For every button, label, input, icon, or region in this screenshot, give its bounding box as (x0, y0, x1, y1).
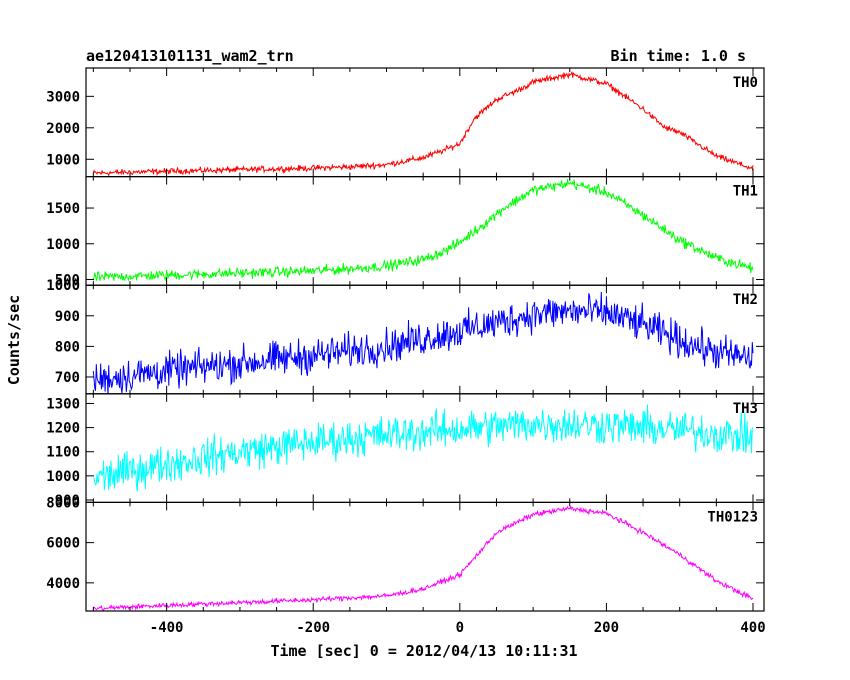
y-tick-label: 2000 (46, 121, 80, 137)
y-tick-label: 1300 (46, 396, 80, 412)
x-tick-label: 200 (594, 620, 619, 636)
panel-label: TH1 (733, 184, 758, 200)
series-line-th1 (92, 178, 754, 282)
y-axis-label: Counts/sec (5, 295, 23, 385)
x-axis-label: Time [sec] 0 = 2012/04/13 10:11:31 (270, 642, 577, 660)
panel-label: TH0123 (707, 509, 758, 525)
y-tick-label: 700 (55, 370, 80, 386)
y-tick-label: 8000 (46, 495, 80, 511)
y-tick-label: 500 (55, 272, 80, 288)
x-tick-label: -200 (296, 620, 330, 636)
y-tick-label: 900 (55, 493, 80, 509)
x-tick-label: -400 (150, 620, 184, 636)
series-line-th0123 (92, 505, 754, 611)
y-tick-label: 1200 (46, 421, 80, 437)
chart-title: ae120413101131_wam2_trn (86, 47, 294, 65)
y-tick-label: 1000 (46, 152, 80, 168)
x-tick-label: 0 (456, 620, 464, 636)
panel-th1: 500 1000 1500 TH1 (46, 176, 765, 288)
series-line-th0 (92, 71, 754, 177)
y-tick-label: 1000 (46, 469, 80, 485)
y-tick-label: 1000 (46, 237, 80, 253)
panel-th0: 1000 2000 3000 TH0 (46, 67, 765, 178)
y-tick-label: 6000 (46, 536, 80, 552)
y-tick-label: 800 (55, 339, 80, 355)
series-line-th3 (92, 404, 754, 492)
y-tick-label: 4000 (46, 576, 80, 592)
panel-label: TH0 (733, 75, 758, 91)
y-tick-label: 1100 (46, 445, 80, 461)
panel-frame (85, 393, 765, 503)
panel-th2: 700 800 900 1000 TH2 (46, 278, 765, 395)
panel-label: TH3 (733, 401, 758, 417)
y-tick-label: 900 (55, 309, 80, 325)
panel-frame (85, 67, 765, 178)
y-tick-label: 1500 (46, 201, 80, 217)
y-tick-label: 1000 (46, 278, 80, 294)
panels: 100020003000TH050010001500TH170080090010… (46, 67, 766, 636)
bin-time-label: Bin time: 1.0 s (611, 47, 746, 65)
panel-label: TH2 (733, 292, 758, 308)
x-tick-label: 400 (740, 620, 765, 636)
panel-th3: 900 1000 1100 1200 1300 TH3 (46, 393, 765, 509)
y-tick-label: 3000 (46, 89, 80, 105)
panel-frame (85, 501, 765, 612)
panel-th0123: 4000 6000 8000 TH0123 (46, 495, 765, 612)
series-line-th2 (92, 291, 754, 394)
